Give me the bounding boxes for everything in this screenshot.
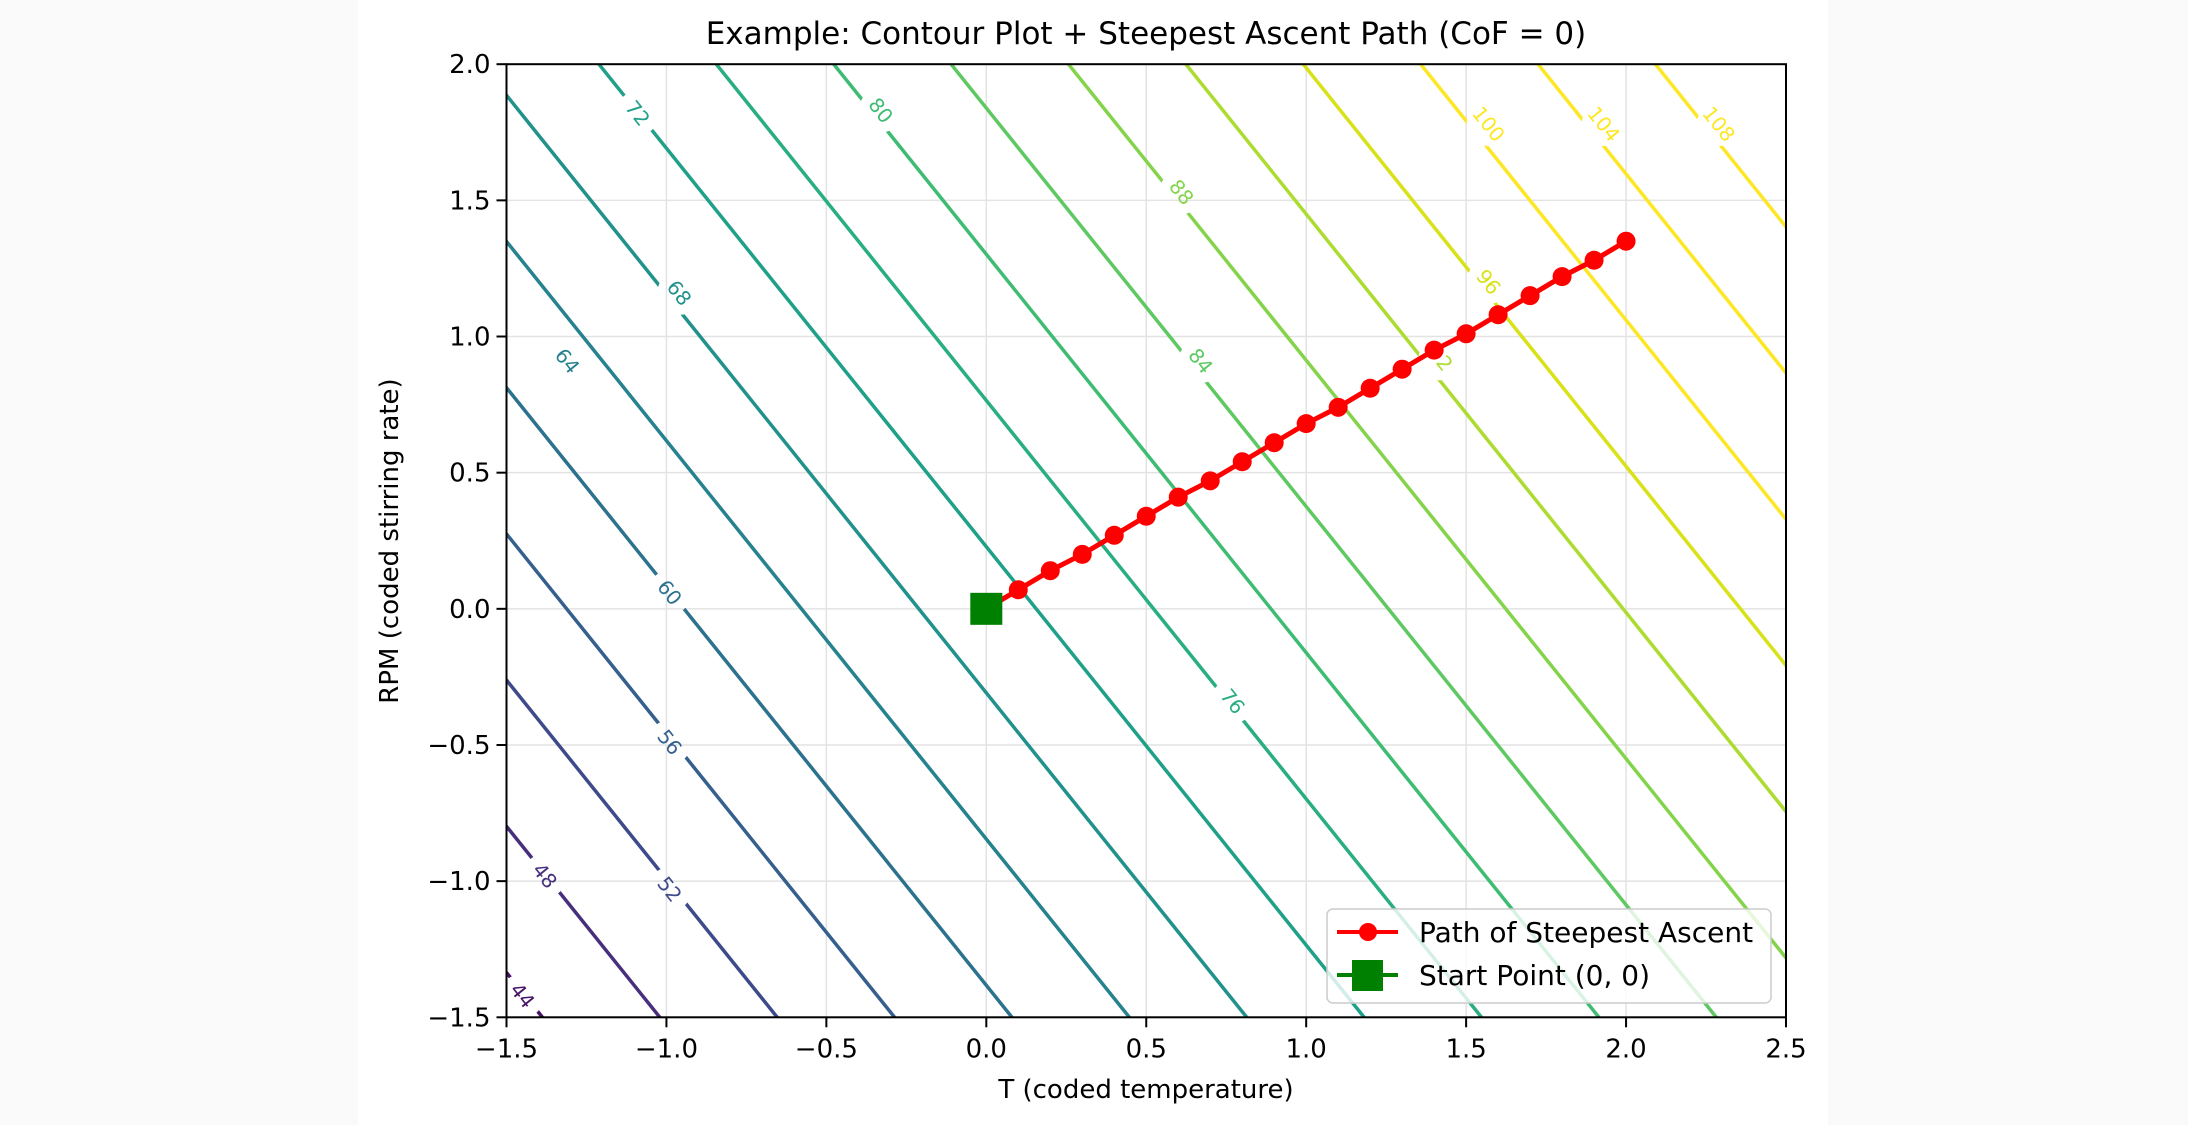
path-point-marker [1488, 305, 1508, 325]
path-point-marker [1072, 544, 1092, 564]
path-point-marker [1296, 414, 1316, 434]
legend-label-start: Start Point (0, 0) [1419, 959, 1650, 992]
x-axis-ticks: −1.5 −1.0 −0.5 0.0 0.5 1.0 1.5 2.0 2.5 [475, 1017, 1807, 1064]
path-point-marker [1104, 525, 1124, 545]
contour-line-84 [948, 64, 1719, 1018]
contour-line-104 [1535, 64, 1786, 376]
x-tick-label: −1.0 [635, 1034, 698, 1064]
contour-label-76: 76 [1215, 684, 1250, 719]
contour-line-108 [1653, 64, 1786, 230]
path-point-marker [1392, 359, 1412, 379]
contour-line-96 [1301, 64, 1786, 669]
contour-label-80: 80 [863, 93, 898, 128]
contour-line-60 [506, 384, 1015, 1018]
y-tick-label: 2.0 [449, 50, 490, 80]
contour-label-104: 104 [1582, 102, 1625, 147]
contour-line-56 [506, 531, 897, 1018]
path-point-marker [1232, 452, 1252, 472]
contour-line-92 [1183, 64, 1786, 815]
y-tick-label: −0.5 [427, 731, 490, 761]
path-point-marker [1520, 286, 1540, 306]
path-point-marker [1264, 433, 1284, 453]
y-axis-label: RPM (coded stirring rate) [375, 378, 405, 703]
x-tick-label: 1.0 [1286, 1034, 1327, 1064]
y-tick-label: −1.5 [427, 1003, 490, 1033]
y-tick-label: 0.0 [449, 595, 490, 625]
x-tick-label: 2.5 [1765, 1034, 1806, 1064]
contour-label-108: 108 [1698, 102, 1741, 147]
path-point-marker [1424, 340, 1444, 360]
contour-line-44 [506, 969, 545, 1018]
path-point-marker [1360, 378, 1380, 398]
chart-title: Example: Contour Plot + Steepest Ascent … [706, 16, 1587, 52]
x-tick-label: −0.5 [795, 1034, 858, 1064]
path-point-marker [1616, 231, 1636, 251]
path-point-marker [1328, 397, 1348, 417]
y-axis-ticks: −1.5 −1.0 −0.5 0.0 0.5 1.0 1.5 2.0 [427, 50, 507, 1033]
contour-line-72 [596, 64, 1367, 1018]
contour-label-52: 52 [652, 872, 687, 907]
contour-line-100 [1418, 64, 1786, 523]
path-point-marker [1008, 580, 1028, 600]
x-tick-label: 2.0 [1605, 1034, 1646, 1064]
contour-label-88: 88 [1164, 175, 1199, 210]
contour-line-88 [1066, 64, 1786, 961]
contour-line-80 [831, 64, 1602, 1018]
contour-label-64: 64 [550, 344, 585, 379]
contour-line-76 [714, 64, 1484, 1018]
grid-lines [505, 63, 1787, 1019]
legend: Path of Steepest Ascent Start Point (0, … [1326, 908, 1772, 1004]
path-point-marker [1136, 506, 1156, 526]
path-point-marker [1456, 324, 1476, 344]
contour-label-84: 84 [1183, 344, 1218, 379]
x-tick-label: 0.0 [966, 1034, 1007, 1064]
start-square-icon [970, 592, 1003, 625]
steepest-ascent-path [985, 231, 1636, 611]
contour-line-68 [506, 92, 1250, 1018]
x-tick-label: 0.5 [1126, 1034, 1167, 1064]
x-axis-label: T (coded temperature) [997, 1075, 1293, 1105]
y-tick-label: 1.0 [449, 323, 490, 353]
contour-line-64 [506, 238, 1132, 1018]
path-point-marker [1552, 267, 1572, 287]
contour-line-52 [506, 677, 780, 1018]
path-point-marker [1584, 250, 1604, 270]
x-tick-label: −1.5 [475, 1034, 538, 1064]
y-tick-label: 0.5 [449, 459, 490, 489]
path-point-marker [1040, 561, 1060, 581]
legend-path-marker-icon [1359, 923, 1377, 941]
legend-box [1326, 908, 1772, 1004]
legend-label-path: Path of Steepest Ascent [1419, 916, 1753, 949]
legend-start-marker-icon [1352, 960, 1383, 991]
figure: 44 48 52 56 60 64 68 72 76 80 84 88 92 96 100 104 108 −1… [358, 0, 1828, 1125]
x-tick-label: 1.5 [1445, 1034, 1486, 1064]
y-tick-label: 1.5 [449, 186, 490, 216]
y-tick-label: −1.0 [427, 867, 490, 897]
contour-lines [506, 64, 1786, 1018]
start-point-marker [970, 592, 1003, 625]
contour-label-100: 100 [1467, 102, 1510, 147]
contour-label-96: 96 [1471, 265, 1506, 300]
path-point-marker [1168, 487, 1188, 507]
path-point-marker [1200, 471, 1220, 491]
